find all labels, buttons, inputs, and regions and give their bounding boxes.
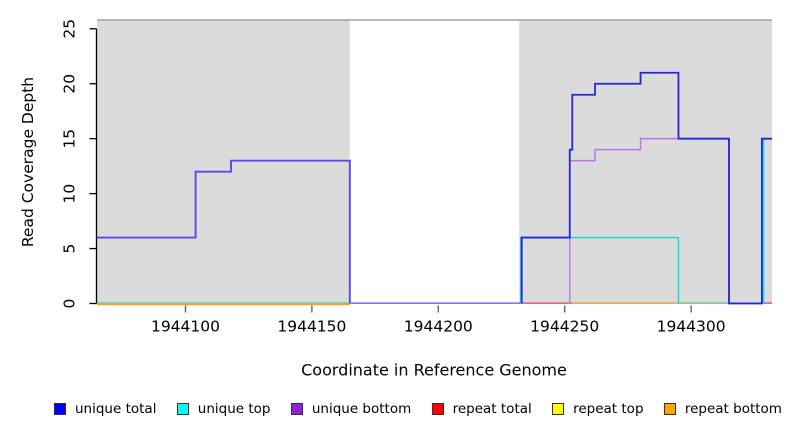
unique-top-line [520, 236, 680, 304]
x-tick-label: 1944100 [151, 318, 220, 336]
right-coverage-line [520, 71, 772, 305]
legend-item-repeat-top: repeat top [552, 401, 644, 417]
y-tick-label: 0 [61, 299, 79, 309]
y-axis-title: Read Coverage Depth [19, 76, 37, 248]
legend-swatch-icon [290, 403, 303, 415]
legend-label: repeat total [452, 401, 532, 417]
legend-item-repeat-total: repeat total [431, 401, 532, 417]
legend-label: repeat top [573, 401, 644, 417]
shaded-region [97, 20, 350, 304]
legend-label: unique total [75, 401, 157, 417]
x-tick-label: 1944250 [530, 318, 599, 336]
legend-item-unique-bottom: unique bottom [290, 401, 412, 417]
legend-label: unique bottom [311, 401, 412, 417]
x-tick-label: 1944150 [277, 318, 346, 336]
legend-item-unique-total: unique total [54, 401, 156, 417]
legend-swatch-icon [552, 403, 565, 415]
y-tick-label: 20 [61, 74, 79, 94]
shaded-region [519, 20, 772, 304]
legend-swatch-icon [176, 403, 189, 415]
y-tick-label: 25 [61, 19, 79, 39]
left-coverage-line [97, 159, 351, 304]
legend-swatch-icon [663, 403, 676, 415]
x-axis-title: Coordinate in Reference Genome [301, 360, 567, 380]
x-tick-label: 1944200 [404, 318, 473, 336]
y-tick-label: 10 [61, 184, 79, 204]
legend-label: unique top [197, 401, 271, 417]
legend: unique total unique top unique bottom repea… [54, 401, 782, 417]
y-tick-label: 15 [61, 129, 79, 149]
legend-swatch-icon [431, 403, 444, 415]
legend-item-repeat-bottom: repeat bottom [663, 401, 782, 417]
x-tick-label: 1944300 [657, 318, 726, 336]
legend-item-unique-top: unique top [176, 401, 271, 417]
y-tick-label: 5 [61, 244, 79, 254]
legend-label: repeat bottom [684, 401, 782, 417]
legend-swatch-icon [54, 403, 66, 415]
